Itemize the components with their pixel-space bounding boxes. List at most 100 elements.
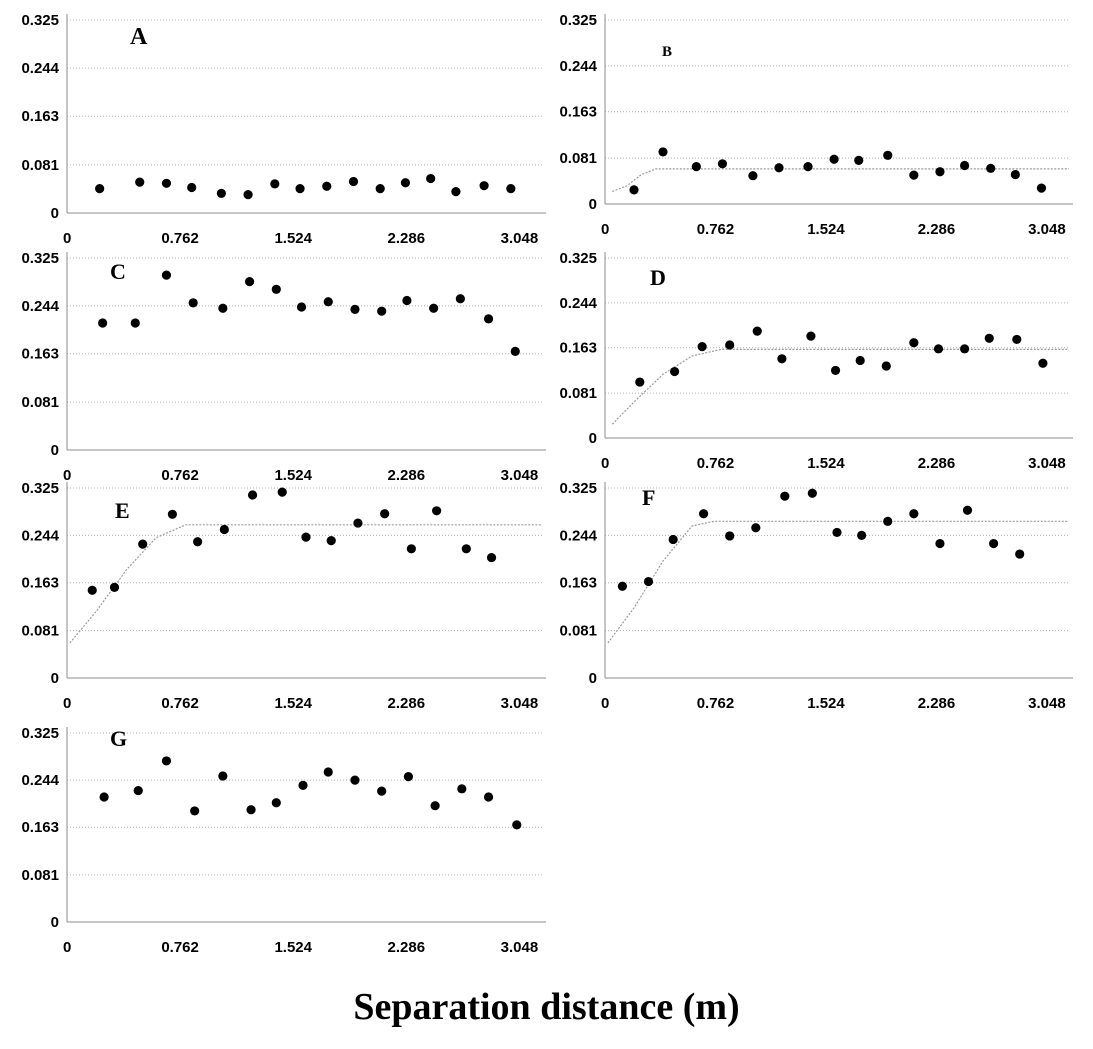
data-point	[402, 295, 412, 306]
data-point	[699, 509, 709, 519]
panel-letter: B	[662, 44, 672, 60]
data-point	[400, 178, 411, 188]
data-point	[244, 277, 255, 287]
data-point	[803, 162, 813, 172]
x-tick-label: 0.762	[161, 695, 199, 712]
x-tick-label: 3.048	[1028, 455, 1066, 472]
data-point	[717, 159, 728, 169]
x-tick-label: 1.524	[807, 455, 845, 472]
x-tick-label: 0	[601, 695, 609, 712]
y-tick-label: 0.244	[559, 295, 597, 312]
data-point	[962, 505, 973, 515]
y-tick-label: 0.244	[559, 58, 597, 75]
data-point	[429, 303, 439, 313]
data-point	[629, 185, 639, 195]
data-point	[99, 792, 109, 802]
x-tick-label: 1.524	[274, 467, 312, 484]
x-tick-label: 2.286	[918, 455, 956, 472]
data-point	[406, 544, 416, 554]
y-tick-label: 0	[51, 442, 59, 459]
data-point	[483, 314, 494, 324]
panel-letter: D	[650, 265, 666, 290]
y-tick-label: 0.244	[21, 298, 59, 315]
shared-x-axis-label: Separation distance (m)	[353, 986, 740, 1028]
x-tick-label: 0.762	[161, 467, 199, 484]
y-tick-label: 0.081	[21, 867, 59, 884]
data-point	[635, 377, 645, 387]
data-point	[933, 344, 944, 354]
data-point	[725, 340, 735, 350]
data-point	[857, 530, 867, 540]
x-tick-label: 1.524	[807, 221, 845, 238]
x-tick-label: 1.524	[274, 695, 312, 712]
y-tick-label: 0.244	[21, 772, 59, 789]
y-tick-label: 0	[589, 430, 597, 447]
y-tick-label: 0	[51, 670, 59, 687]
data-point	[909, 338, 919, 348]
data-point	[670, 366, 680, 377]
y-tick-label: 0.163	[21, 819, 59, 836]
data-point	[298, 780, 308, 790]
data-point	[271, 284, 281, 294]
data-point	[161, 178, 172, 188]
x-tick-label: 1.524	[274, 939, 312, 956]
y-tick-label: 0.163	[21, 575, 59, 592]
y-tick-label: 0.081	[21, 394, 59, 411]
data-point	[986, 163, 996, 173]
data-point	[1015, 549, 1025, 559]
data-point	[219, 524, 229, 535]
y-tick-label: 0.081	[21, 157, 59, 174]
x-tick-label: 3.048	[501, 230, 539, 247]
panel-b: 0 0.081 0.163 0.244 0.325 0 0.762 1.524 2.286 3.0…	[559, 12, 1073, 238]
y-tick-label: 0.325	[21, 250, 59, 267]
data-point	[1036, 183, 1047, 193]
data-point	[960, 160, 970, 171]
data-point	[161, 270, 172, 280]
data-point	[430, 801, 440, 811]
x-tick-label: 2.286	[388, 939, 426, 956]
x-tick-label: 0.762	[161, 230, 199, 247]
panel-letter: E	[115, 498, 130, 523]
data-point	[323, 767, 333, 777]
x-tick-label: 2.286	[388, 467, 426, 484]
data-point	[296, 302, 307, 312]
data-point	[190, 806, 200, 816]
data-point	[135, 177, 145, 187]
data-point	[855, 355, 865, 366]
y-tick-label: 0.081	[559, 150, 597, 167]
data-point	[935, 538, 945, 549]
y-tick-label: 0.325	[559, 480, 597, 497]
data-point	[353, 518, 363, 528]
model-fit-line	[607, 520, 1069, 644]
x-tick-label: 0	[63, 230, 71, 247]
y-tick-label: 0.325	[21, 480, 59, 497]
data-point	[510, 346, 520, 356]
data-point	[243, 189, 253, 200]
data-point	[752, 326, 762, 336]
x-tick-label: 3.048	[501, 939, 539, 956]
data-point	[133, 785, 143, 796]
y-tick-label: 0.081	[559, 623, 597, 640]
x-tick-label: 0.762	[697, 221, 735, 238]
y-tick-label: 0.325	[21, 12, 59, 29]
x-tick-label: 1.524	[274, 230, 312, 247]
data-point	[98, 318, 108, 328]
data-point	[188, 298, 198, 308]
data-point	[829, 154, 839, 164]
data-point	[377, 786, 387, 796]
data-point	[483, 792, 494, 802]
y-tick-label: 0.081	[559, 385, 597, 402]
data-point	[216, 188, 226, 199]
data-point	[774, 163, 784, 173]
data-point	[375, 184, 385, 194]
panel-f: 0 0.081 0.163 0.244 0.325 0 0.762 1.524 2.286 3.0…	[559, 480, 1073, 712]
data-point	[780, 491, 790, 501]
data-point	[691, 162, 701, 172]
data-point	[806, 331, 816, 341]
data-point	[403, 772, 414, 782]
data-point	[432, 506, 442, 516]
data-point	[323, 297, 333, 307]
data-point	[295, 184, 305, 194]
data-point	[138, 539, 148, 549]
y-tick-label: 0.244	[559, 527, 597, 544]
